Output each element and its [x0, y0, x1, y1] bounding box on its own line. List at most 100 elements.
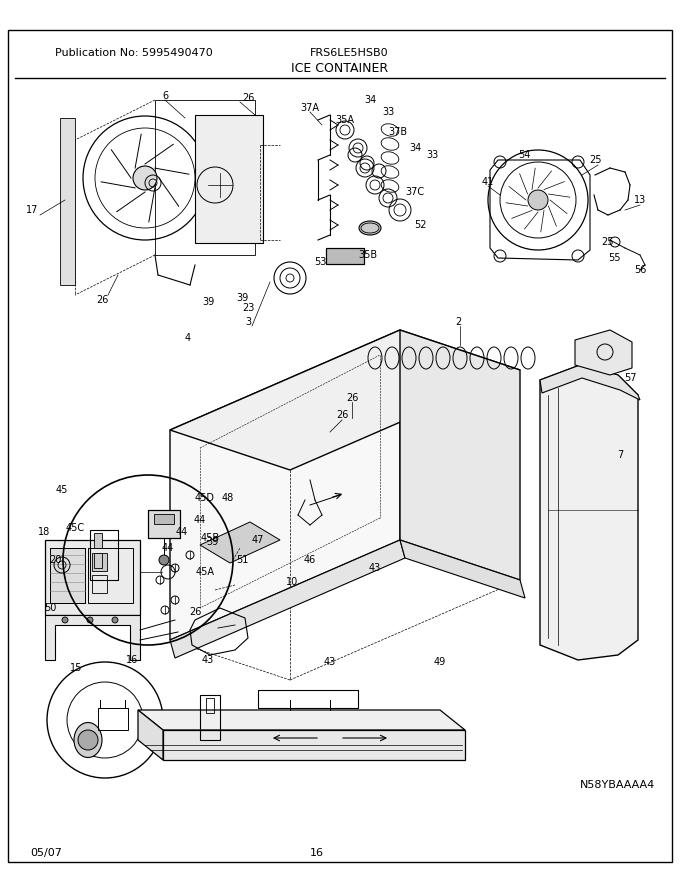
Ellipse shape [359, 221, 381, 235]
Text: 05/07: 05/07 [30, 848, 62, 858]
Text: 48: 48 [222, 493, 234, 503]
Text: 44: 44 [194, 515, 206, 525]
Bar [94, 533, 102, 548]
Text: 55: 55 [608, 253, 620, 263]
Text: 35B: 35B [358, 250, 377, 260]
Text: 50: 50 [44, 603, 56, 613]
Text: 35A: 35A [335, 115, 354, 125]
Polygon shape [400, 330, 520, 580]
Text: 47: 47 [252, 535, 265, 545]
Text: 43: 43 [369, 563, 381, 573]
Polygon shape [138, 710, 163, 760]
Bar [154, 514, 174, 524]
Bar [90, 530, 118, 580]
Bar [326, 248, 364, 264]
Text: 45D: 45D [195, 493, 215, 503]
Bar [50, 548, 85, 603]
Text: 44: 44 [162, 543, 174, 553]
Polygon shape [200, 522, 280, 563]
Text: 51: 51 [236, 555, 248, 565]
Text: 10: 10 [286, 577, 298, 587]
Polygon shape [138, 710, 465, 730]
Text: 6: 6 [162, 91, 168, 101]
Text: 45C: 45C [65, 523, 84, 533]
Text: 33: 33 [382, 107, 394, 117]
Text: 26: 26 [242, 93, 254, 103]
Polygon shape [170, 330, 520, 470]
Text: 46: 46 [304, 555, 316, 565]
Text: 43: 43 [202, 655, 214, 665]
Text: 3: 3 [245, 317, 251, 327]
Text: 39: 39 [206, 537, 218, 547]
Text: 7: 7 [617, 450, 623, 460]
Bar [50, 548, 85, 603]
Polygon shape [540, 365, 638, 660]
Text: 13: 13 [634, 195, 646, 205]
Bar [88, 548, 133, 603]
Text: 16: 16 [126, 655, 138, 665]
Text: 25: 25 [589, 155, 601, 165]
Bar [200, 695, 220, 740]
Text: 56: 56 [634, 265, 646, 275]
Text: 53: 53 [313, 257, 326, 267]
Bar [92, 553, 107, 571]
Text: 17: 17 [26, 205, 38, 215]
Polygon shape [163, 730, 465, 760]
Text: 39: 39 [236, 293, 248, 303]
Text: 45A: 45A [196, 567, 214, 577]
Text: 44: 44 [176, 527, 188, 537]
Text: Publication No: 5995490470: Publication No: 5995490470 [55, 48, 213, 58]
Text: 39: 39 [202, 297, 214, 307]
Bar [92, 575, 107, 593]
Text: 2: 2 [455, 317, 461, 327]
Bar [45, 540, 140, 615]
Polygon shape [540, 365, 640, 400]
Text: 26: 26 [336, 410, 348, 420]
Bar [98, 708, 128, 730]
Text: 45B: 45B [201, 533, 220, 543]
Text: 26: 26 [346, 393, 358, 403]
Text: 16: 16 [310, 848, 324, 858]
Text: 57: 57 [624, 373, 636, 383]
Text: 26: 26 [189, 607, 201, 617]
Text: 23: 23 [242, 303, 254, 313]
Polygon shape [60, 118, 75, 285]
Bar [155, 100, 255, 255]
Text: 43: 43 [324, 657, 336, 667]
Circle shape [133, 166, 157, 190]
Circle shape [159, 555, 169, 565]
Polygon shape [45, 615, 140, 660]
Circle shape [112, 617, 118, 623]
Bar [206, 698, 214, 713]
Circle shape [78, 730, 98, 750]
Text: 34: 34 [364, 95, 376, 105]
Text: 37B: 37B [388, 127, 407, 137]
Polygon shape [170, 330, 400, 640]
Text: 15: 15 [70, 663, 82, 673]
Text: 26: 26 [96, 295, 108, 305]
Circle shape [87, 617, 93, 623]
Polygon shape [575, 330, 632, 375]
Text: 41: 41 [482, 177, 494, 187]
Bar [148, 510, 180, 538]
Text: 54: 54 [517, 150, 530, 160]
Text: 33: 33 [426, 150, 438, 160]
Text: 20: 20 [49, 555, 61, 565]
Text: ICE CONTAINER: ICE CONTAINER [292, 62, 388, 75]
Circle shape [62, 617, 68, 623]
Text: N58YBAAAA4: N58YBAAAA4 [580, 780, 656, 790]
Bar [326, 248, 364, 264]
Text: 37C: 37C [405, 187, 424, 197]
Bar [195, 115, 263, 243]
Text: 45: 45 [56, 485, 68, 495]
Text: 18: 18 [38, 527, 50, 537]
Text: 37A: 37A [301, 103, 320, 113]
Text: 49: 49 [434, 657, 446, 667]
Polygon shape [170, 540, 405, 658]
Ellipse shape [74, 722, 102, 758]
Circle shape [528, 190, 548, 210]
Text: FRS6LE5HSB0: FRS6LE5HSB0 [310, 48, 389, 58]
Text: 52: 52 [413, 220, 426, 230]
Bar [258, 690, 358, 708]
Text: 25: 25 [602, 237, 614, 247]
